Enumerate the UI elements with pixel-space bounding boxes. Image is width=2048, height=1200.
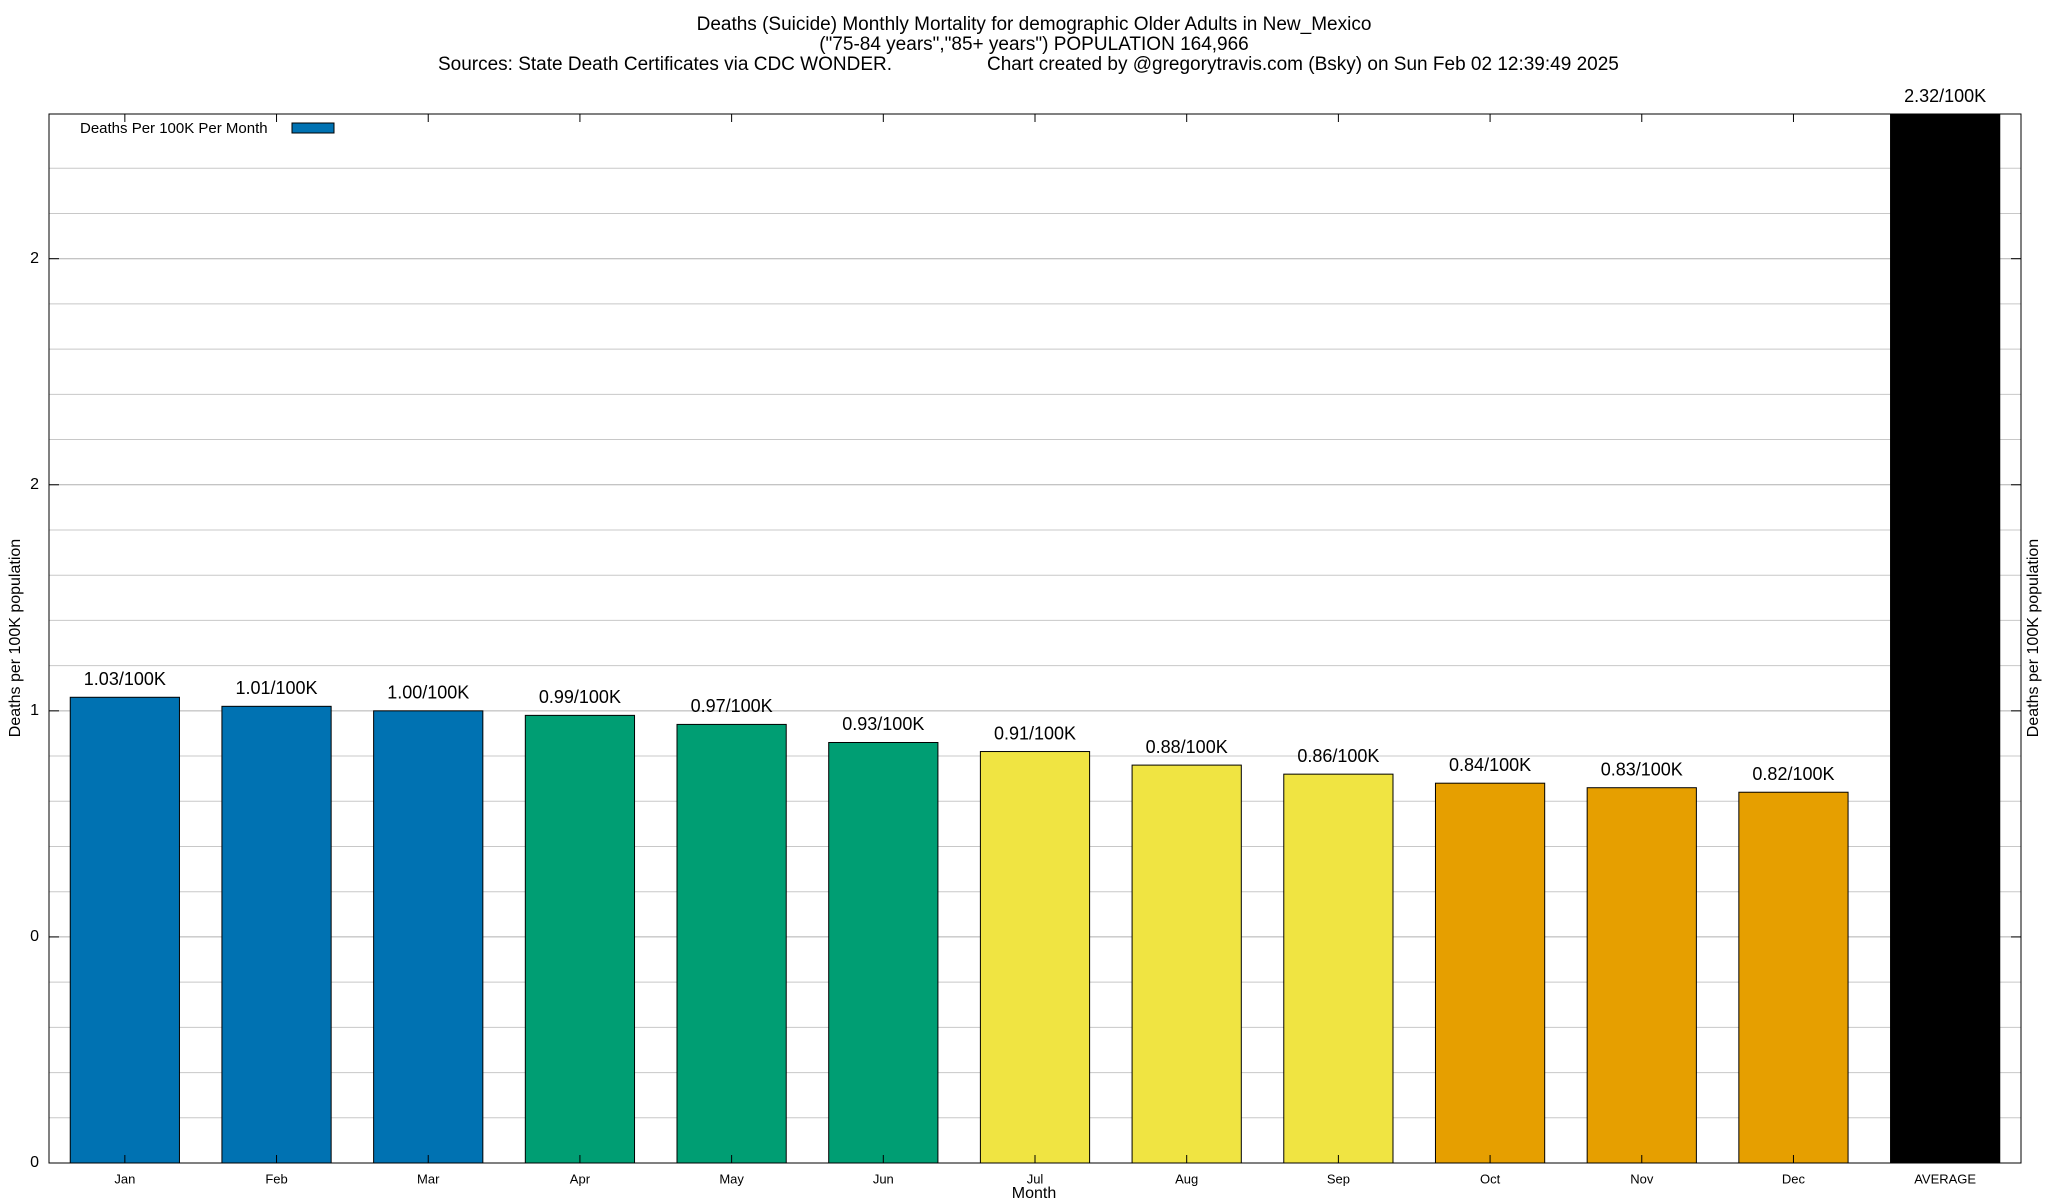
bar — [676, 723, 787, 1164]
chart-credit: Chart created by @gregorytravis.com (Bsk… — [987, 54, 1619, 75]
x-tick-label: Sep — [1327, 1171, 1350, 1186]
bar — [1890, 113, 2001, 1164]
x-tick-label: Nov — [1630, 1171, 1654, 1186]
value-label: 0.86/100K — [1297, 746, 1379, 766]
y-tick-label: 2 — [30, 250, 39, 267]
bar — [373, 710, 484, 1164]
value-label: 0.82/100K — [1752, 764, 1834, 784]
x-tick-label: Feb — [265, 1171, 287, 1186]
chart-title: Deaths (Suicide) Monthly Mortality for d… — [697, 14, 1372, 35]
x-tick-label: AVERAGE — [1914, 1171, 1976, 1186]
x-tick-label: Mar — [417, 1171, 440, 1186]
chart-subtitle: ("75-84 years","85+ years") POPULATION 1… — [819, 34, 1249, 55]
value-label: 0.93/100K — [842, 714, 924, 734]
legend-label: Deaths Per 100K Per Month — [80, 120, 268, 137]
value-label: 0.83/100K — [1601, 759, 1683, 779]
bar — [828, 741, 939, 1164]
y-tick-label: 0 — [30, 928, 39, 945]
x-tick-label: Jul — [1027, 1171, 1044, 1186]
value-label: 1.01/100K — [235, 678, 317, 698]
chart-source: Sources: State Death Certificates via CD… — [438, 54, 892, 75]
x-tick-label: Jan — [114, 1171, 135, 1186]
y2-axis-label: Deaths per 100K population — [2025, 539, 2042, 737]
value-label: 2.32/100K — [1904, 86, 1986, 106]
y-axis-label: Deaths per 100K population — [7, 539, 24, 737]
x-tick-label: May — [719, 1171, 744, 1186]
bar — [979, 751, 1091, 1164]
bar — [524, 714, 636, 1164]
bar — [1283, 773, 1394, 1164]
x-tick-label: Dec — [1782, 1171, 1806, 1186]
value-label: 0.91/100K — [994, 723, 1076, 743]
value-label: 1.00/100K — [387, 683, 469, 703]
bar — [1586, 787, 1697, 1164]
bar — [69, 696, 180, 1164]
bar — [221, 705, 332, 1164]
legend-swatch — [291, 122, 335, 134]
x-tick-label: Oct — [1480, 1171, 1501, 1186]
x-axis-label: Month — [1012, 1185, 1056, 1200]
x-tick-label: Aug — [1175, 1171, 1198, 1186]
value-label: 0.97/100K — [691, 696, 773, 716]
y-tick-label: 1 — [30, 702, 39, 719]
y-tick-label: 2 — [30, 476, 39, 493]
bar — [1131, 764, 1242, 1164]
x-tick-label: Apr — [570, 1171, 591, 1186]
value-label: 0.88/100K — [1146, 737, 1228, 757]
x-tick-label: Jun — [873, 1171, 894, 1186]
bar — [1738, 791, 1849, 1164]
value-label: 0.99/100K — [539, 687, 621, 707]
value-label: 1.03/100K — [84, 669, 166, 689]
value-label: 0.84/100K — [1449, 755, 1531, 775]
bar — [1434, 782, 1546, 1164]
y-tick-label: 0 — [30, 1154, 39, 1171]
